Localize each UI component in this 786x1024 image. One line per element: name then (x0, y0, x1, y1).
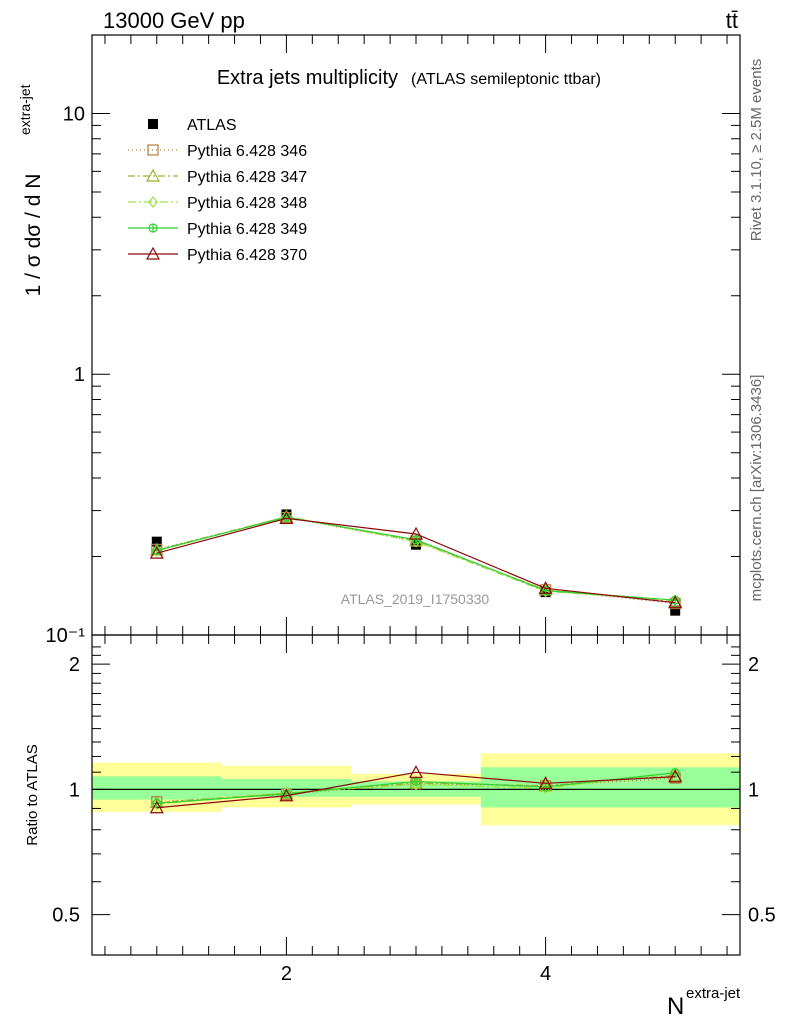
legend-label-4: Pythia 6.428 349 (187, 221, 307, 238)
rivet-version-label: Rivet 3.1.10, ≥ 2.5M events (748, 59, 765, 242)
main-plot (149, 509, 683, 616)
ratio-tick-label-left-0: 2 (69, 654, 80, 676)
process-label: tt̄ (726, 8, 738, 33)
axis-ticks: 10 1 10⁻¹ 2 2 1 1 0.5 0.5 2 4 (46, 34, 776, 985)
ratio-4-point-0 (149, 800, 164, 814)
y-tick-label-1: 1 (74, 364, 85, 386)
legend-label-1: Pythia 6.428 346 (187, 143, 307, 160)
series-4-point-2 (408, 526, 424, 540)
series-line-1 (156, 516, 676, 603)
ratio-2-point-2 (411, 778, 421, 791)
legend-marker-2 (145, 168, 161, 182)
ratio-3-point-2 (411, 776, 421, 787)
ratio-plot (92, 753, 740, 826)
ratio-3-point-3 (540, 782, 551, 792)
ratio-band-stat-0 (92, 776, 222, 800)
ratio-line-4 (156, 771, 676, 809)
y-axis-label-sup: extra-jet (17, 84, 33, 135)
legend-label-5: Pythia 6.428 370 (187, 247, 307, 264)
ratio-2-point-0 (152, 798, 162, 811)
ratio-tick-label-left-1: 1 (69, 779, 80, 801)
ratio-4-point-4 (668, 769, 683, 783)
chart-subtitle: (ATLAS semileptonic ttbar) (411, 71, 601, 88)
series-4-point-0 (149, 545, 164, 559)
ratio-4-point-1 (279, 788, 294, 802)
series-4-point-1 (279, 511, 294, 525)
legend: ATLAS Pythia 6.428 346 Pythia 6.428 347 Pyt… (128, 117, 307, 264)
chart-title: Extra jets multiplicity (217, 67, 398, 89)
ratio-4-point-3 (538, 776, 553, 789)
ratio-4-point-2 (408, 765, 424, 778)
mcplots-reference-label: mcplots.cern.ch [arXiv:1306.3436] (748, 375, 765, 602)
x-tick-label-0: 2 (281, 963, 292, 985)
y-tick-label-2: 10⁻¹ (46, 625, 86, 647)
y-axis-label: 1 / σ dσ / d N extra-jet (17, 84, 45, 296)
ratio-tick-label-right-0: 2 (748, 654, 759, 676)
energy-label: 13000 GeV pp (103, 8, 245, 33)
legend-label-0: ATLAS (187, 117, 237, 134)
x-axis-label-main: N (667, 993, 684, 1020)
legend-marker-0 (148, 119, 158, 129)
series-4-point-3 (538, 581, 553, 594)
ratio-tick-label-left-2: 0.5 (52, 905, 80, 927)
data-point-2 (411, 539, 421, 550)
ratio-y-axis-label: Ratio to ATLAS (24, 744, 41, 845)
series-line-4 (156, 517, 676, 604)
series-4-point-4 (668, 595, 683, 609)
legend-marker-1 (147, 144, 159, 156)
data-point-0 (151, 536, 162, 547)
legend-marker-5 (145, 246, 161, 260)
legend-marker-3 (148, 196, 158, 208)
series-3-point-2 (411, 535, 421, 545)
legend-marker-4 (148, 223, 158, 233)
legend-label-3: Pythia 6.428 348 (187, 195, 307, 212)
series-2-point-4 (670, 594, 680, 607)
data-point-4 (670, 605, 681, 616)
ratio-2-point-4 (670, 766, 680, 779)
ratio-tick-label-right-2: 0.5 (748, 905, 776, 927)
y-tick-label-0: 10 (63, 103, 85, 125)
analysis-id-label: ATLAS_2019_I1750330 (341, 591, 490, 607)
x-tick-label-1: 4 (540, 963, 551, 985)
ratio-tick-label-right-1: 1 (748, 779, 759, 801)
x-axis-label-sup: extra-jet (686, 985, 741, 1002)
y-axis-label-main: 1 / σ dσ / d N (22, 174, 45, 297)
legend-label-2: Pythia 6.428 347 (187, 169, 307, 186)
